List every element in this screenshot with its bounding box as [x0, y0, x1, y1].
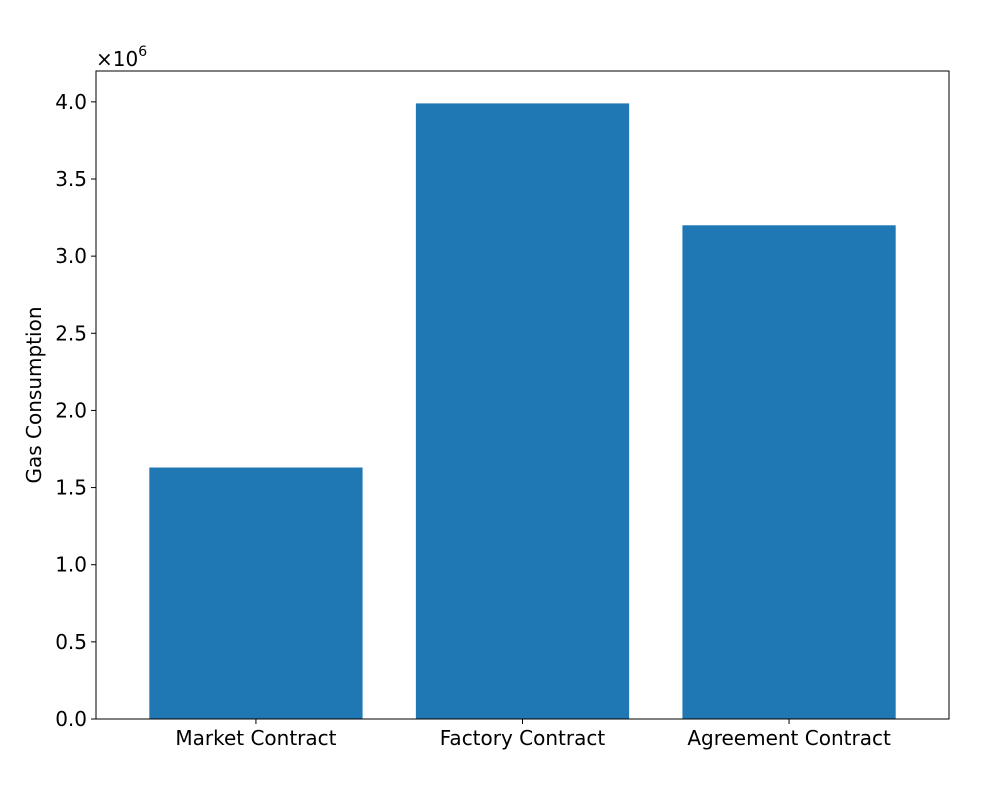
- y-offset-exponent: 6: [138, 44, 147, 60]
- y-tick-label: 0.5: [55, 630, 87, 654]
- y-tick-label: 0.0: [55, 707, 87, 731]
- y-tick-label: 2.5: [55, 321, 87, 345]
- bar-agreement-contract: [682, 225, 896, 720]
- y-axis-ticks: 0.0 0.5 1.0 1.5 2.0 2.5 3.0 3.5 4.0: [55, 90, 96, 731]
- x-axis-ticks: Market Contract Factory Contract Agreement…: [175, 719, 891, 750]
- x-tick-label: Agreement Contract: [687, 726, 891, 750]
- y-axis-label: Gas Consumption: [22, 307, 46, 484]
- x-tick-label: Market Contract: [175, 726, 336, 750]
- y-tick-label: 3.0: [55, 244, 87, 268]
- y-axis-offset-label: ×106: [96, 44, 147, 71]
- bar-factory-contract: [415, 103, 630, 719]
- bars-group: [149, 103, 896, 720]
- y-offset-base: ×10: [96, 47, 138, 71]
- y-tick-label: 4.0: [55, 90, 87, 114]
- y-tick-label: 3.5: [55, 167, 87, 191]
- bar-market-contract: [149, 467, 363, 719]
- y-tick-label: 1.5: [55, 476, 87, 500]
- y-tick-label: 2.0: [55, 398, 87, 422]
- x-tick-label: Factory Contract: [440, 726, 606, 750]
- y-tick-label: 1.0: [55, 553, 87, 577]
